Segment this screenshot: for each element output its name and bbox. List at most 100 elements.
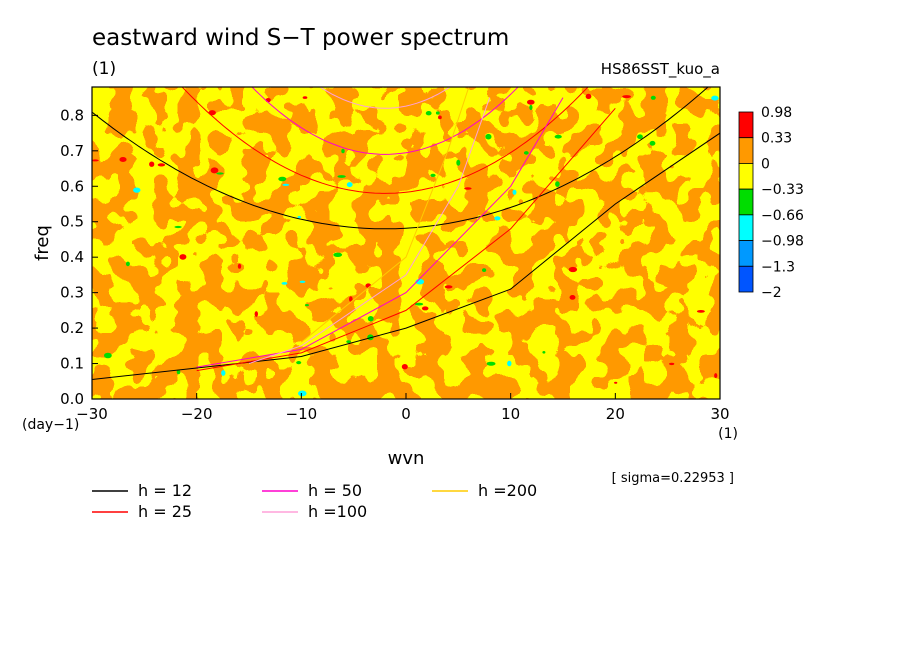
heatmap-spot — [221, 370, 226, 376]
y-tick-label: 0.3 — [60, 284, 84, 302]
legend-label: h =100 — [308, 502, 367, 521]
heatmap-spot — [346, 182, 353, 188]
colorbar-swatch — [738, 265, 754, 293]
heatmap-spot — [568, 266, 578, 273]
curve-h50-n1 — [251, 87, 519, 155]
heatmap-spot — [349, 296, 353, 302]
curve-h50-kelvin — [196, 97, 564, 368]
heatmap-spot — [649, 140, 656, 146]
heatmap-spot — [669, 362, 675, 366]
y-axis-unit: (day−1) — [22, 417, 79, 433]
curve-h100 — [248, 87, 491, 364]
heatmap-spot — [507, 360, 512, 367]
colorbar-label: −1.3 — [761, 259, 795, 275]
colorbar-label: −0.66 — [761, 208, 804, 224]
y-tick-label: 0.8 — [60, 106, 84, 124]
curve-h25-n1 — [181, 87, 589, 194]
heatmap-spot — [92, 159, 99, 162]
y-axis: 0.0 0.1 0.2 0.3 0.4 0.5 0.6 0.7 0.8 — [60, 106, 98, 408]
legend-entry: h = 25 — [92, 502, 192, 521]
heatmap-spot — [512, 189, 517, 195]
heatmap-spot — [281, 282, 288, 285]
x-axis-label: wvn — [388, 448, 425, 469]
curve-h200-kelvin — [300, 87, 470, 343]
legend-entry: h =100 — [262, 502, 367, 521]
legend: h = 12 h = 25 h = 50 h =100 h =200 — [92, 481, 537, 521]
heatmap-spot — [444, 285, 453, 289]
x-tick-label: 0 — [401, 405, 411, 423]
y-tick-label: 0.1 — [60, 355, 84, 373]
heatmap-spot — [208, 110, 216, 116]
curve-h100-kelvin — [248, 97, 491, 364]
y-tick-label: 0.7 — [60, 142, 84, 160]
heatmap-spot — [299, 280, 306, 283]
heatmap-spot — [302, 96, 308, 99]
heatmap-spot — [637, 134, 643, 139]
colorbar-swatch — [738, 188, 754, 216]
heatmap-spot — [119, 157, 127, 162]
heatmap-spot — [425, 111, 432, 116]
heatmap-spot — [254, 311, 258, 317]
heatmap-spot — [337, 175, 346, 178]
colorbar-label: −0.33 — [761, 182, 804, 198]
chart-title: eastward wind S−T power spectrum — [92, 25, 509, 51]
y-tick-label: 0.5 — [60, 213, 84, 231]
heatmap-spot — [179, 254, 187, 260]
heatmap-spot — [711, 95, 719, 101]
heatmap-spot — [494, 216, 501, 221]
heatmap-spot — [554, 134, 562, 139]
chart-subtitle-left: (1) — [92, 59, 116, 79]
heatmap-spot — [296, 361, 302, 365]
heatmap-spot — [346, 340, 351, 343]
heatmap-spot — [157, 163, 166, 167]
heatmap-spot — [210, 167, 219, 174]
legend-label: h = 12 — [138, 481, 192, 500]
x-tick-label: 20 — [606, 405, 625, 423]
curve-h25 — [181, 87, 616, 372]
heatmap-spot — [435, 111, 440, 115]
heatmap-spot — [482, 268, 487, 272]
chart-subtitle-right: HS86SST_kuo_a — [601, 60, 720, 79]
heatmap-spots — [92, 93, 719, 397]
sigma-note: [ sigma=0.22953 ] — [612, 471, 734, 486]
y-tick-label: 0.4 — [60, 248, 84, 266]
heatmap-spot — [298, 390, 307, 397]
x-tick-label: 10 — [501, 405, 520, 423]
colorbar-swatch — [738, 163, 754, 190]
curve-h12 — [92, 87, 720, 380]
heatmap-spot — [714, 373, 718, 379]
heatmap-spot — [304, 304, 309, 307]
heatmap-spot — [237, 263, 242, 269]
curve-h100-n1 — [319, 87, 451, 109]
colorbar-swatch — [738, 137, 754, 164]
colorbar: 0.98 0.33 0 −0.33 −0.66 −0.98 −1.3 −2 — [738, 105, 804, 301]
y-tick-label: 0.0 — [60, 390, 84, 408]
heatmap-spot — [527, 99, 535, 105]
heatmap-spot — [367, 316, 374, 322]
y-tick-label: 0.2 — [60, 319, 84, 337]
colorbar-label: −2 — [761, 285, 782, 301]
y-axis-label: freq — [32, 225, 53, 261]
heatmap-spot — [523, 151, 529, 155]
heatmap-spot — [401, 364, 408, 370]
heatmap-spot — [430, 173, 436, 177]
colorbar-swatch — [738, 214, 754, 241]
heatmap-spot — [650, 95, 656, 100]
curve-h12-n1 — [92, 87, 709, 230]
colorbar-label: 0 — [761, 156, 770, 172]
heatmap-spot — [176, 369, 181, 375]
heatmap-spot — [278, 176, 287, 182]
heatmap-spot — [125, 261, 130, 267]
heatmap-spot — [542, 351, 546, 354]
heatmap-spot — [456, 159, 461, 166]
heatmap-spot — [149, 161, 155, 167]
heatmap-spot — [297, 216, 302, 219]
heatmap-spot — [421, 306, 429, 311]
heatmap-spot — [133, 187, 141, 193]
y-tick-label: 0.6 — [60, 177, 84, 195]
heatmap-spot — [485, 133, 492, 140]
heatmap-spot — [341, 148, 345, 154]
x-tick-label: −20 — [181, 405, 213, 423]
heatmap-spot — [569, 295, 576, 300]
